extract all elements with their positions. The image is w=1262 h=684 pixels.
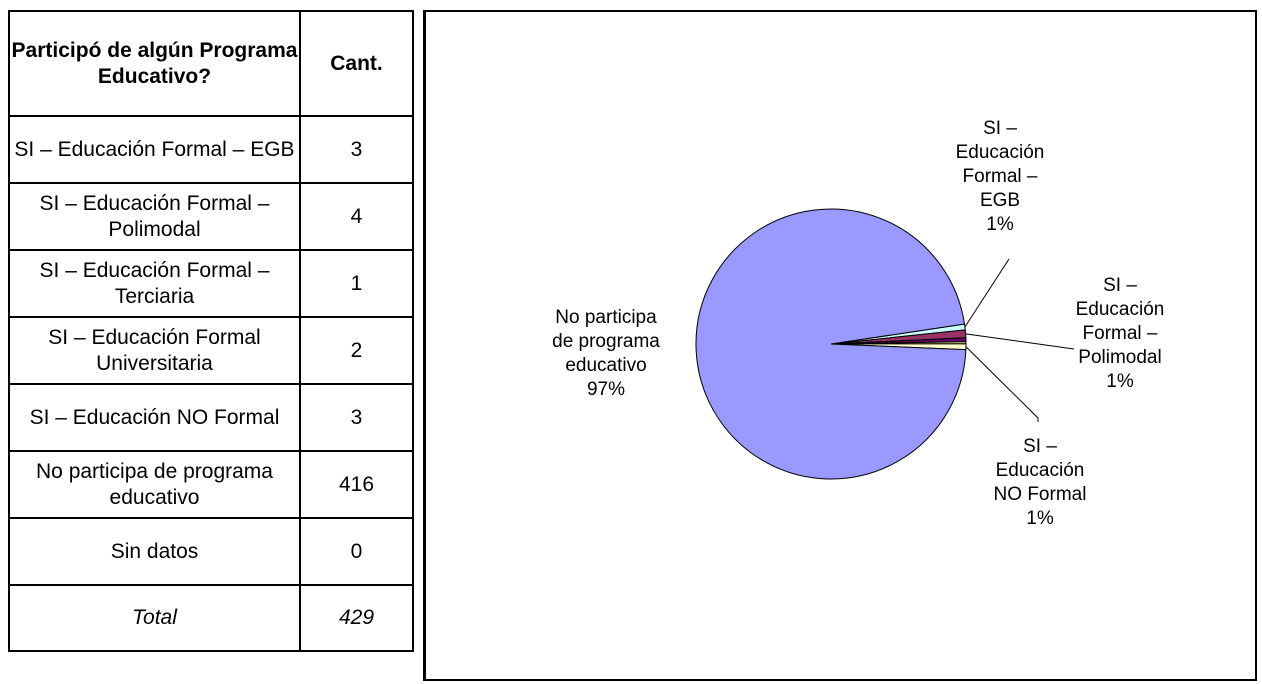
- row-label: SI – Educación Formal – EGB: [8, 115, 301, 184]
- row-label: SI – Educación NO Formal: [8, 383, 301, 452]
- row-label: SI – Educación Formal – Polimodal: [8, 182, 301, 251]
- slice-label-line: No participa: [555, 307, 657, 328]
- table-row: SI – Educación Formal – Terciaria 1: [8, 249, 414, 318]
- table-row: SI – Educación Formal Universitaria 2: [8, 316, 414, 385]
- table-header-row: Participó de algún Programa Educativo? C…: [8, 10, 414, 117]
- slice-label-line: SI –: [983, 118, 1017, 139]
- row-label: SI – Educación Formal – Terciaria: [8, 249, 301, 318]
- slice-label-line: Polimodal: [1078, 347, 1161, 368]
- slice-label-line: EGB: [980, 190, 1020, 211]
- leader-line: [965, 333, 1075, 350]
- total-label: Total: [8, 584, 301, 652]
- header-count: Cant.: [299, 10, 414, 117]
- slice-label-line: educativo: [565, 355, 646, 376]
- slice-label: No participa de programa educativo 97%: [552, 307, 660, 400]
- row-value: 3: [299, 115, 414, 184]
- total-value: 429: [299, 584, 414, 652]
- row-value: 2: [299, 316, 414, 385]
- row-label: Sin datos: [8, 517, 301, 586]
- slice-label: SI – Educación Formal – Polimodal 1%: [1076, 275, 1165, 392]
- slice-label-line: Formal –: [1083, 323, 1158, 344]
- table-row: No participa de programa educativo 416: [8, 450, 414, 519]
- pie-slice: [695, 208, 967, 480]
- data-table: Participó de algún Programa Educativo? C…: [8, 10, 414, 652]
- pie-chart: No participa de programa educativo 97% SI – E…: [552, 118, 1165, 529]
- leader-line: [964, 258, 1010, 328]
- table-row: SI – Educación NO Formal 3: [8, 383, 414, 452]
- row-label: No participa de programa educativo: [8, 450, 301, 519]
- slice-label-line: NO Formal: [994, 484, 1087, 505]
- leader-line: [965, 346, 1039, 422]
- chart-panel: No participa de programa educativo 97% SI – E…: [423, 10, 1257, 681]
- slice-label-line: 1%: [1026, 508, 1054, 529]
- row-value: 1: [299, 249, 414, 318]
- slice-label-line: de programa: [552, 331, 660, 352]
- slice-label: SI – Educación NO Formal 1%: [994, 436, 1087, 529]
- slice-label-line: Educación: [956, 142, 1045, 163]
- slice-label-line: SI –: [1023, 436, 1057, 457]
- row-value: 0: [299, 517, 414, 586]
- slice-label: SI – Educación Formal – EGB 1%: [956, 118, 1045, 235]
- header-question: Participó de algún Programa Educativo?: [8, 10, 301, 117]
- table-row: SI – Educación Formal – EGB 3: [8, 115, 414, 184]
- table-row: Sin datos 0: [8, 517, 414, 586]
- slice-label-line: Educación: [1076, 299, 1165, 320]
- row-value: 4: [299, 182, 414, 251]
- slice-label-line: SI –: [1103, 275, 1137, 296]
- row-value: 416: [299, 450, 414, 519]
- slice-label-line: Formal –: [963, 166, 1038, 187]
- slice-label-line: 1%: [986, 214, 1014, 235]
- row-value: 3: [299, 383, 414, 452]
- table-total-row: Total 429: [8, 584, 414, 652]
- slice-label-line: 1%: [1106, 371, 1134, 392]
- slice-label-line: Educación: [996, 460, 1085, 481]
- slice-label-line: 97%: [587, 379, 625, 400]
- row-label: SI – Educación Formal Universitaria: [8, 316, 301, 385]
- table-row: SI – Educación Formal – Polimodal 4: [8, 182, 414, 251]
